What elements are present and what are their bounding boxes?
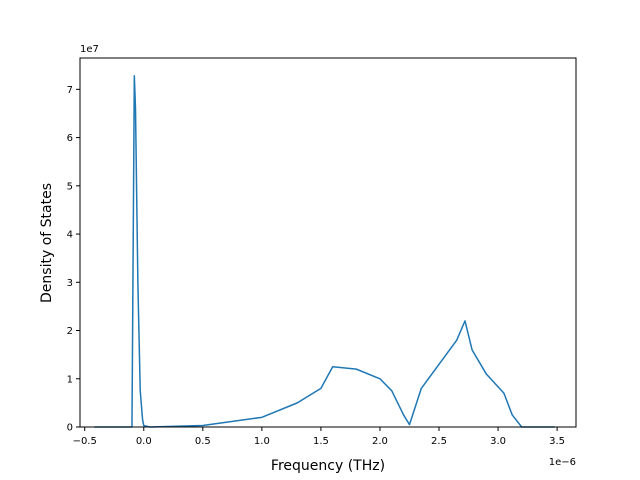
x-offset-label: 1e−6 (549, 457, 576, 468)
y-axis: 0 1 2 3 4 5 6 7 (67, 85, 80, 434)
y-tick-label: 5 (67, 181, 73, 192)
x-tick-label: 3.0 (490, 436, 506, 447)
y-tick-label: 3 (67, 278, 73, 289)
y-tick-label: 1 (67, 374, 73, 385)
x-tick-label: 1.5 (313, 436, 329, 447)
y-offset-label: 1e7 (80, 44, 99, 55)
y-axis-label: Density of States (39, 183, 55, 303)
y-tick-label: 4 (67, 230, 73, 241)
y-tick-label: 2 (67, 326, 73, 337)
y-tick-label: 6 (67, 133, 73, 144)
x-axis: −0.5 0.0 0.5 1.0 1.5 2.0 2.5 3.0 3.5 (73, 427, 565, 447)
series-layer (94, 75, 555, 428)
y-tick-label: 7 (67, 85, 73, 96)
dos-series-line-0 (94, 75, 555, 428)
x-tick-label: −0.5 (73, 436, 97, 447)
x-tick-label: 2.5 (431, 436, 447, 447)
x-tick-label: 0.5 (195, 436, 211, 447)
plot-frame (79, 57, 577, 428)
x-axis-label: Frequency (THz) (271, 458, 385, 474)
x-tick-label: 0.0 (136, 436, 152, 447)
x-tick-label: 1.0 (254, 436, 270, 447)
x-tick-label: 2.0 (372, 436, 388, 447)
y-tick-label: 0 (67, 423, 73, 434)
x-tick-label: 3.5 (549, 436, 565, 447)
